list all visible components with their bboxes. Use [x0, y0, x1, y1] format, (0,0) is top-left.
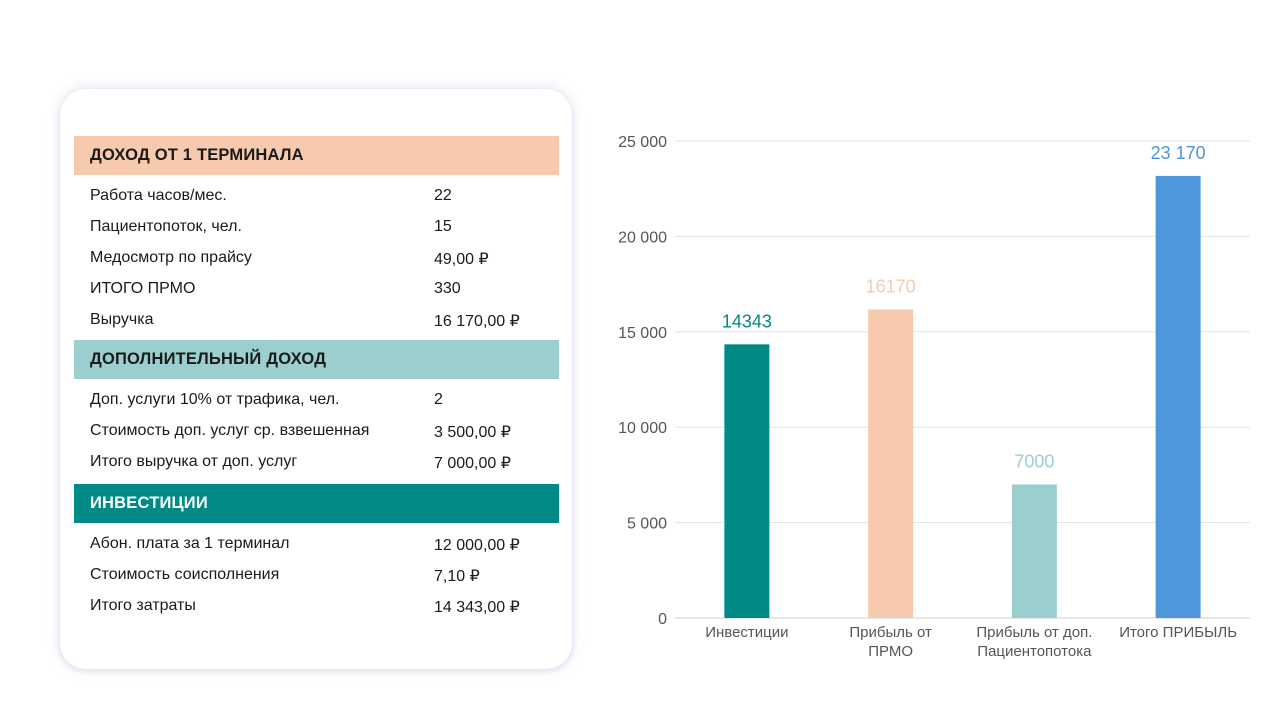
row-value: 16 170,00 ₽ — [434, 313, 520, 330]
y-tick-label: 15 000 — [618, 325, 667, 342]
row-value: 3 500,00 ₽ — [434, 424, 511, 441]
y-tick-label: 20 000 — [618, 229, 667, 246]
data-label: 14343 — [722, 311, 772, 331]
summary-card: ДОХОД ОТ 1 ТЕРМИНАЛА Работа часов/мес. 22… — [60, 89, 572, 669]
y-tick-label: 10 000 — [618, 420, 667, 437]
row-label: Стоимость доп. услуг ср. взвешенная — [90, 422, 370, 439]
x-tick-label: Инвестиции — [705, 624, 788, 641]
x-tick-label: Итого ПРИБЫЛЬ — [1119, 624, 1237, 641]
bar — [868, 309, 914, 618]
y-tick-label: 5 000 — [627, 516, 667, 533]
section-investments: ИНВЕСТИЦИИ Абон. плата за 1 терминал 12 0… — [74, 484, 559, 622]
y-tick-label: 25 000 — [618, 134, 667, 151]
bar — [1011, 484, 1057, 618]
row-label: Стоимость соисполнения — [90, 566, 280, 583]
row-label: ИТОГО ПРМО — [90, 280, 196, 297]
bar-chart-svg: 0 5 000 10 000 15 000 20 000 25 000 14343 Инвес… — [618, 134, 1250, 660]
table-row: Пациентопоток, чел. 15 — [74, 212, 559, 243]
table-row: Работа часов/мес. 22 — [74, 181, 559, 212]
row-label: Итого выручка от доп. услуг — [90, 453, 298, 470]
row-label: Пациентопоток, чел. — [90, 218, 242, 235]
bar-chart: 0 5 000 10 000 15 000 20 000 25 000 14343 Инвес… — [600, 120, 1270, 680]
data-label: 7000 — [1014, 451, 1054, 471]
section-additional-income: ДОПОЛНИТЕЛЬНЫЙ ДОХОД Доп. услуги 10% от … — [74, 340, 559, 478]
data-label: 23 170 — [1151, 143, 1206, 163]
table-row: Итого выручка от доп. услуг 7 000,00 ₽ — [74, 447, 559, 478]
x-tick-label: Прибыль от — [849, 624, 932, 641]
row-label: Работа часов/мес. — [90, 187, 227, 204]
table-row: Итого затраты 14 343,00 ₽ — [74, 591, 559, 622]
row-label: Медосмотр по прайсу — [90, 249, 252, 266]
x-tick-label: ПРМО — [868, 643, 913, 660]
row-value: 330 — [434, 280, 461, 297]
section-income: ДОХОД ОТ 1 ТЕРМИНАЛА Работа часов/мес. 22… — [74, 136, 559, 336]
table-row: Абон. плата за 1 терминал 12 000,00 ₽ — [74, 529, 559, 560]
table-row: ИТОГО ПРМО 330 — [74, 274, 559, 305]
row-value: 12 000,00 ₽ — [434, 537, 520, 554]
x-tick-label: Пациентопотока — [977, 643, 1092, 660]
row-value: 2 — [434, 391, 443, 408]
row-value: 15 — [434, 218, 452, 235]
table-row: Доп. услуги 10% от трафика, чел. 2 — [74, 385, 559, 416]
bar — [724, 344, 770, 618]
section-investments-header: ИНВЕСТИЦИИ — [74, 484, 559, 523]
row-value: 14 343,00 ₽ — [434, 599, 520, 616]
section-additional-income-header: ДОПОЛНИТЕЛЬНЫЙ ДОХОД — [74, 340, 559, 379]
row-label: Выручка — [90, 311, 154, 328]
row-value: 7 000,00 ₽ — [434, 455, 511, 472]
row-value: 7,10 ₽ — [434, 568, 480, 585]
table-row: Выручка 16 170,00 ₽ — [74, 305, 559, 336]
table-row: Медосмотр по прайсу 49,00 ₽ — [74, 243, 559, 274]
row-label: Итого затраты — [90, 597, 196, 614]
table-row: Стоимость соисполнения 7,10 ₽ — [74, 560, 559, 591]
row-value: 22 — [434, 187, 452, 204]
row-label: Абон. плата за 1 терминал — [90, 535, 290, 552]
bar — [1155, 175, 1201, 619]
row-label: Доп. услуги 10% от трафика, чел. — [90, 391, 340, 408]
row-value: 49,00 ₽ — [434, 251, 489, 268]
section-income-header: ДОХОД ОТ 1 ТЕРМИНАЛА — [74, 136, 559, 175]
y-tick-label: 0 — [658, 611, 667, 628]
table-row: Стоимость доп. услуг ср. взвешенная 3 500… — [74, 416, 559, 447]
data-label: 16170 — [866, 276, 916, 296]
x-tick-label: Прибыль от доп. — [976, 624, 1092, 641]
